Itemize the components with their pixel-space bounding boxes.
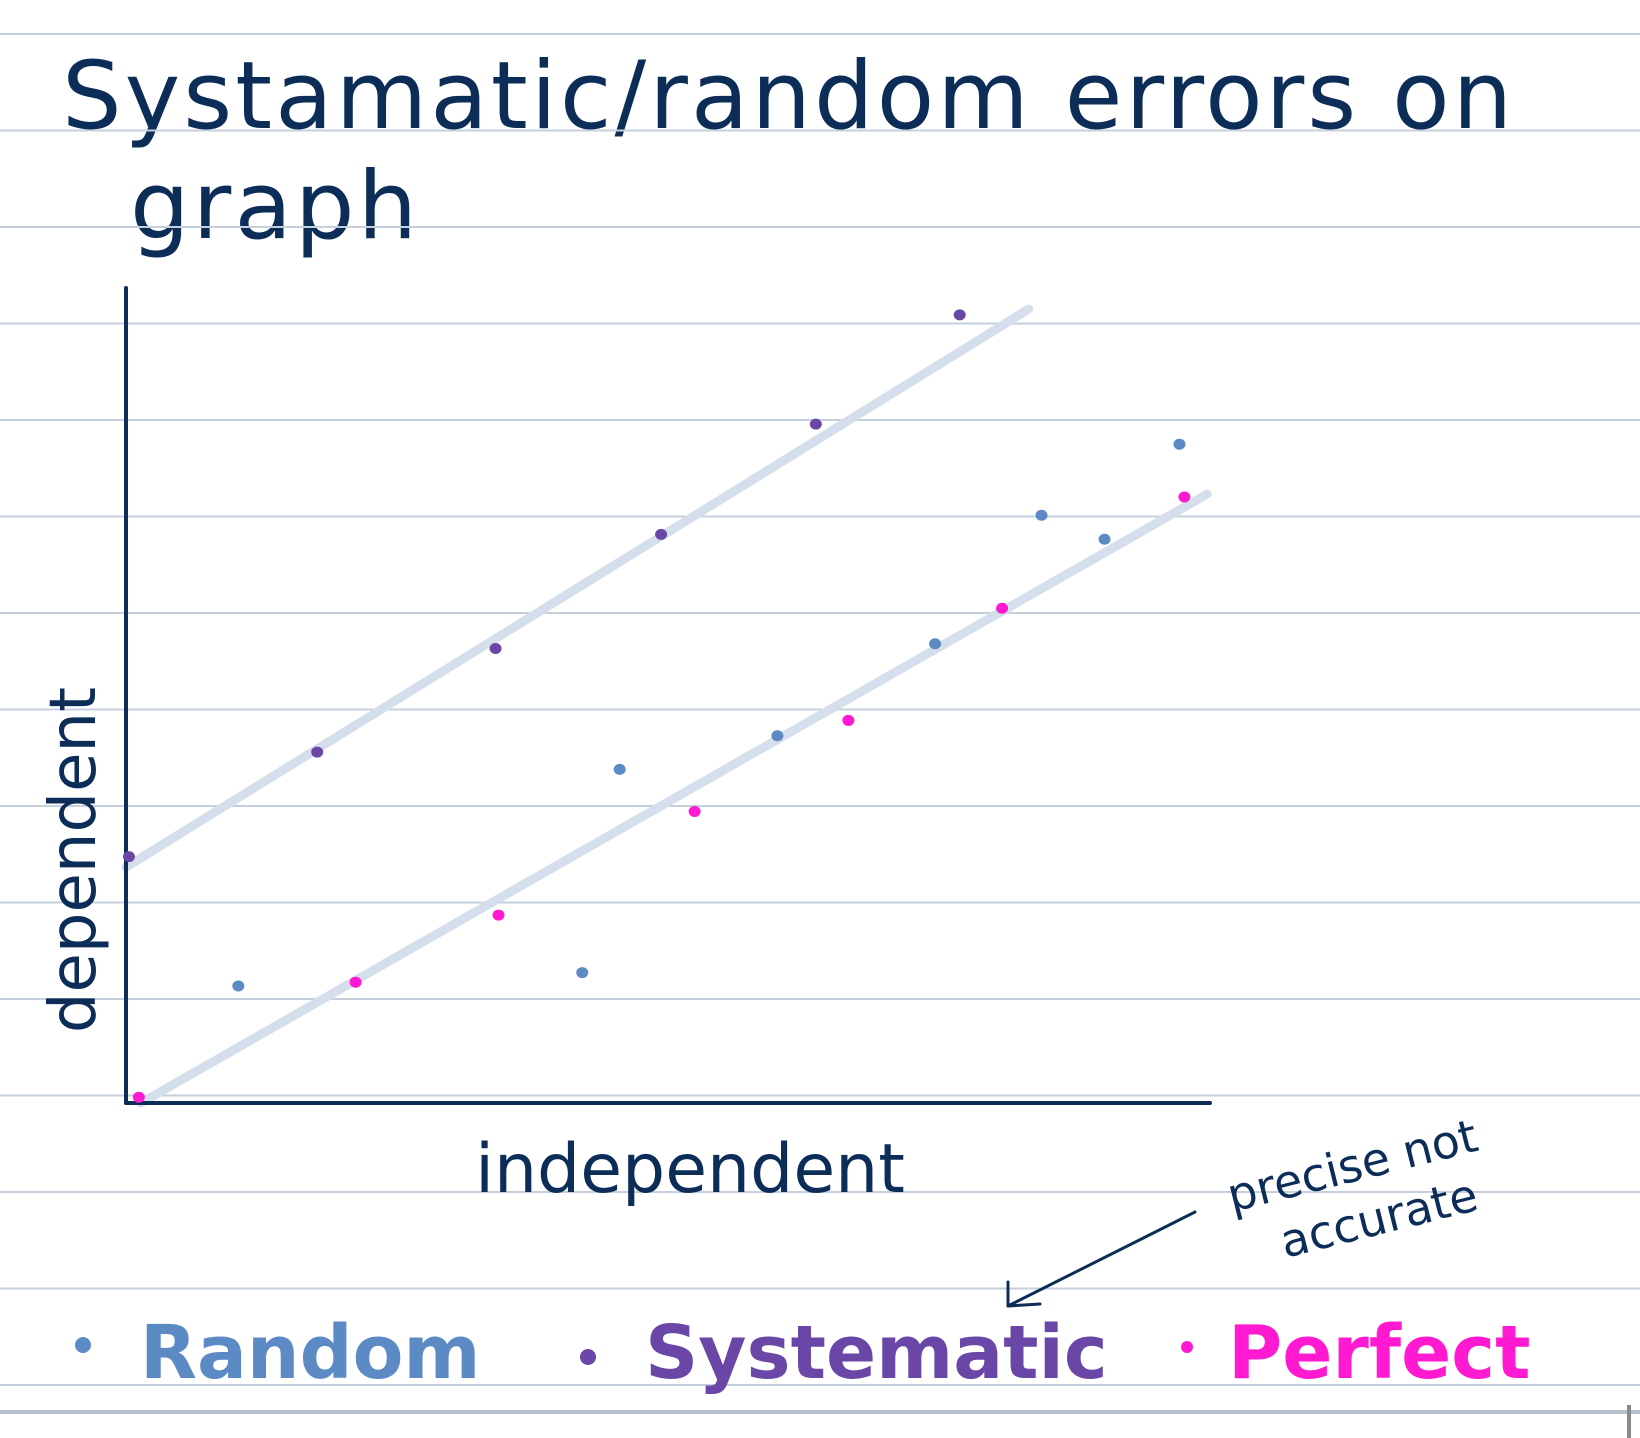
- fit-lines: [121, 304, 1212, 1108]
- point-perfect: [132, 1091, 145, 1103]
- point-random: [771, 730, 784, 742]
- legend-label-systematic: Systematic: [645, 1310, 1108, 1396]
- annotation: precise not accurate: [1006, 1108, 1483, 1308]
- point-systematic: [655, 528, 668, 540]
- scroll-handle[interactable]: [1627, 1405, 1631, 1438]
- point-systematic: [311, 746, 324, 758]
- point-perfect: [842, 714, 855, 726]
- point-random: [929, 638, 942, 650]
- point-random: [1098, 533, 1111, 545]
- fit-line-systematic: [121, 304, 1034, 872]
- page-title-line-2: graph: [130, 152, 421, 261]
- point-perfect: [688, 806, 701, 818]
- annotation-arrow-shaft: [1006, 1210, 1197, 1308]
- point-systematic: [953, 309, 966, 321]
- data-points: [122, 309, 1191, 1103]
- point-systematic: [489, 643, 502, 655]
- ruled-lines: [0, 33, 1640, 1386]
- fit-line-perfect: [136, 489, 1212, 1108]
- y-axis-label: dependent: [37, 687, 111, 1033]
- legend-label-random: Random: [140, 1310, 481, 1396]
- point-random: [576, 967, 589, 979]
- point-perfect: [1178, 491, 1191, 503]
- point-random: [613, 763, 626, 775]
- point-systematic: [809, 418, 822, 430]
- point-random: [1035, 509, 1048, 521]
- x-axis-label: independent: [475, 1130, 905, 1209]
- point-random: [1173, 438, 1186, 450]
- legend-label-perfect: Perfect: [1228, 1310, 1531, 1396]
- annotation-arrow-head: [1006, 1280, 1042, 1308]
- legend-marker-random: [75, 1337, 91, 1353]
- point-systematic: [122, 851, 135, 863]
- point-perfect: [349, 976, 362, 988]
- page-title-line-1: Systamatic/random errors on: [62, 42, 1516, 151]
- legend-marker-perfect: [1181, 1341, 1193, 1353]
- chart-axes: [124, 286, 1212, 1105]
- legend-marker-systematic: [580, 1349, 596, 1365]
- point-perfect: [492, 909, 505, 921]
- point-perfect: [996, 602, 1009, 614]
- page-bottom-border: [0, 1410, 1640, 1414]
- point-random: [232, 980, 245, 992]
